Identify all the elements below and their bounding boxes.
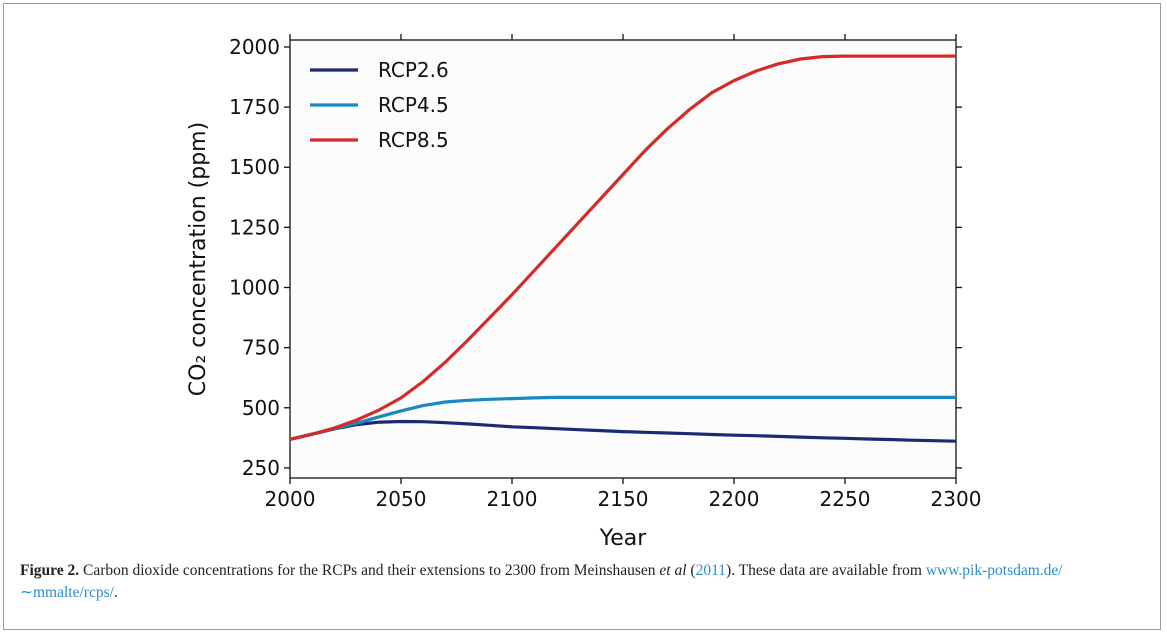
caption-text: ). These data are available from <box>726 562 926 579</box>
y-tick-label: 750 <box>242 336 280 360</box>
y-tick-label: 1250 <box>229 215 280 239</box>
caption: Figure 2. Carbon dioxide concentrations … <box>20 560 1145 604</box>
x-tick-label: 2000 <box>265 487 316 511</box>
series-line <box>289 395 956 441</box>
caption-text: ( <box>686 562 696 579</box>
y-tick-label: 1500 <box>229 155 280 179</box>
x-tick-label: 2300 <box>931 487 982 511</box>
caption-text: . <box>113 584 118 601</box>
url-link[interactable]: www.pik-potsdam.de/∼mmalte/rcps/ <box>20 562 1063 601</box>
y-tick-label: 250 <box>242 456 280 480</box>
x-tick-label: 2150 <box>598 487 649 511</box>
caption-emphasis: et al <box>659 562 687 579</box>
x-tick-label: 2250 <box>820 487 871 511</box>
citation-link[interactable]: 2011 <box>695 562 727 579</box>
caption-text: Carbon dioxide concentrations for the RC… <box>79 562 660 579</box>
y-tick-label: 1750 <box>229 95 280 119</box>
legend-label: RCP8.5 <box>378 128 449 152</box>
legend-label: RCP2.6 <box>378 58 449 82</box>
legend-label: RCP4.5 <box>378 93 449 117</box>
y-tick-label: 1000 <box>229 276 280 300</box>
x-tick-label: 2200 <box>709 487 760 511</box>
y-tick-label: 500 <box>242 396 280 420</box>
caption-label: Figure 2. <box>20 562 80 579</box>
x-tick-label: 2100 <box>487 487 538 511</box>
series-line <box>289 54 956 441</box>
x-tick-label: 2050 <box>376 487 427 511</box>
figure-frame <box>3 3 1161 630</box>
chart: Year CO₂ concentration (ppm) 250 500 750 10… <box>186 34 982 551</box>
series-line <box>289 419 957 443</box>
y-tick-label: 2000 <box>229 35 280 59</box>
y-axis-label: CO₂ concentration (ppm) <box>186 122 211 396</box>
x-axis-label: Year <box>599 526 648 551</box>
